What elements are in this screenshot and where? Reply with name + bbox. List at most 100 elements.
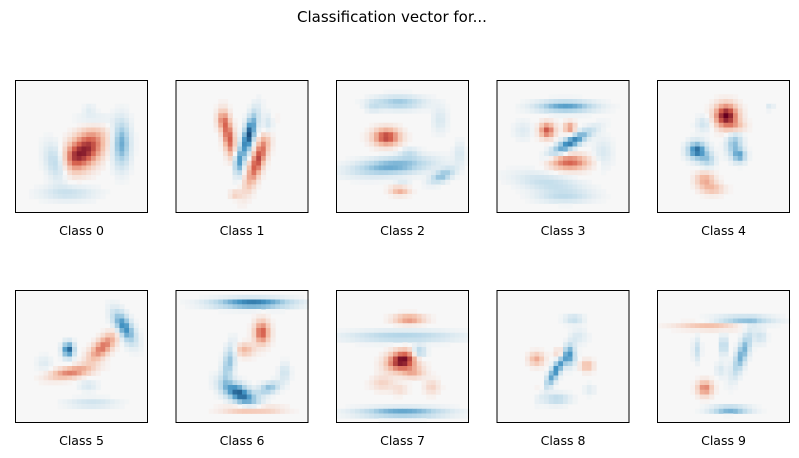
heatmap-cell: [86, 156, 92, 162]
heatmap-cell: [100, 361, 106, 367]
heatmap-cell: [402, 184, 408, 190]
heatmap-cell: [223, 380, 229, 386]
heatmap-cell: [275, 375, 281, 381]
heatmap-cell: [440, 103, 446, 109]
heatmap-cell: [57, 165, 63, 171]
heatmap-cell: [680, 318, 686, 324]
heatmap-cell: [393, 137, 399, 143]
heatmap-cell: [690, 342, 696, 348]
heatmap-cell: [345, 337, 351, 343]
heatmap-cell: [374, 146, 380, 152]
heatmap-cell: [407, 160, 413, 166]
heatmap-cell: [110, 108, 116, 114]
heatmap-cell: [57, 189, 63, 195]
heatmap-cell: [752, 408, 758, 414]
heatmap-cell: [336, 332, 342, 338]
axes-frame: [175, 80, 309, 213]
heatmap-cell: [129, 137, 135, 143]
heatmap-cell: [270, 337, 276, 343]
heatmap-cell: [558, 389, 564, 395]
heatmap-cell: [412, 366, 418, 372]
heatmap-cell: [412, 337, 418, 343]
heatmap-cell: [407, 103, 413, 109]
heatmap-cell: [596, 122, 602, 128]
heatmap-cell: [86, 175, 92, 181]
heatmap-cell: [76, 370, 82, 376]
heatmap-cell: [563, 404, 569, 410]
heatmap-cell: [586, 361, 592, 367]
heatmap-cell: [397, 103, 403, 109]
heatmap-cell: [369, 375, 375, 381]
heatmap-cell: [114, 132, 120, 138]
heatmap-cell: [378, 356, 384, 362]
heatmap-cell: [261, 385, 267, 391]
heatmap-cell: [393, 165, 399, 171]
heatmap-cell: [553, 189, 559, 195]
heatmap-cell: [100, 127, 106, 133]
heatmap-cell: [251, 304, 257, 310]
heatmap-cell: [265, 304, 271, 310]
heatmap-cell: [539, 198, 545, 204]
heatmap-cell: [256, 175, 262, 181]
heatmap-cell: [223, 394, 229, 400]
heatmap-cell: [450, 404, 456, 410]
heatmap-cell: [43, 160, 49, 166]
heatmap-cell: [270, 127, 276, 133]
heatmap-cell: [383, 328, 389, 334]
heatmap-cell: [133, 337, 139, 343]
heatmap-cell: [397, 137, 403, 143]
heatmap-cell: [397, 356, 403, 362]
heatmap-cell: [714, 179, 720, 185]
heatmap-cell: [529, 179, 535, 185]
heatmap-cell: [114, 137, 120, 143]
heatmap-cell: [737, 332, 743, 338]
heatmap-cell: [718, 332, 724, 338]
heatmap-cell: [752, 347, 758, 353]
heatmap-cell: [577, 127, 583, 133]
heatmap-cell: [544, 160, 550, 166]
heatmap-cell: [445, 127, 451, 133]
heatmap-cell: [124, 318, 130, 324]
heatmap-cell: [133, 342, 139, 348]
heatmap-cell: [426, 151, 432, 157]
heatmap-cell: [110, 323, 116, 329]
heatmap-cell: [407, 132, 413, 138]
heatmap-cell: [72, 127, 78, 133]
heatmap-cell: [416, 99, 422, 105]
heatmap-cell: [525, 118, 531, 124]
heatmap-cell: [237, 389, 243, 395]
heatmap-panel-1: Class 1: [175, 80, 309, 238]
heatmap-cell: [62, 366, 68, 372]
heatmap-cell: [435, 151, 441, 157]
heatmap-cell: [227, 370, 233, 376]
heatmap-cell: [72, 184, 78, 190]
heatmap-cell: [534, 108, 540, 114]
heatmap-cell: [416, 165, 422, 171]
heatmap-cell: [567, 366, 573, 372]
heatmap-cell: [601, 151, 607, 157]
heatmap-cell: [695, 156, 701, 162]
heatmap-cell: [591, 160, 597, 166]
heatmap-cell: [563, 108, 569, 114]
heatmap-cell: [359, 328, 365, 334]
heatmap-cell: [690, 328, 696, 334]
heatmap-cell: [454, 165, 460, 171]
heatmap-cell: [100, 113, 106, 119]
heatmap-cell: [251, 347, 257, 353]
heatmap-cell: [412, 146, 418, 152]
heatmap-cell: [563, 165, 569, 171]
heatmap-cell: [48, 189, 54, 195]
heatmap-cell: [718, 323, 724, 329]
panel-label: Class 4: [701, 223, 746, 238]
heatmap-cell: [558, 404, 564, 410]
heatmap-cell: [67, 198, 73, 204]
heatmap-cell: [383, 375, 389, 381]
heatmap-cell: [383, 313, 389, 319]
heatmap-cell: [114, 323, 120, 329]
heatmap-cell: [359, 103, 365, 109]
heatmap-cell: [114, 146, 120, 152]
heatmap-cell: [29, 194, 35, 200]
heatmap-cell: [91, 366, 97, 372]
heatmap-cell: [728, 356, 734, 362]
heatmap-cell: [95, 146, 101, 152]
